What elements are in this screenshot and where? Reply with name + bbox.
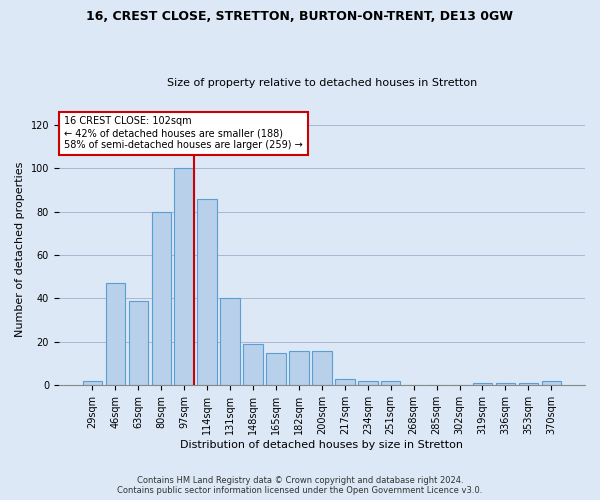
Bar — [542, 381, 561, 386]
Bar — [518, 383, 538, 386]
Bar — [152, 212, 171, 386]
Bar — [83, 381, 102, 386]
Bar — [197, 198, 217, 386]
Bar — [312, 350, 332, 386]
Bar — [244, 344, 263, 386]
Bar — [335, 379, 355, 386]
Y-axis label: Number of detached properties: Number of detached properties — [15, 162, 25, 337]
Bar — [381, 381, 400, 386]
Bar — [266, 353, 286, 386]
Bar — [220, 298, 240, 386]
Bar — [496, 383, 515, 386]
Title: Size of property relative to detached houses in Stretton: Size of property relative to detached ho… — [167, 78, 477, 88]
Bar — [289, 350, 308, 386]
Text: 16, CREST CLOSE, STRETTON, BURTON-ON-TRENT, DE13 0GW: 16, CREST CLOSE, STRETTON, BURTON-ON-TRE… — [86, 10, 514, 23]
Text: Contains HM Land Registry data © Crown copyright and database right 2024.
Contai: Contains HM Land Registry data © Crown c… — [118, 476, 482, 495]
Bar — [128, 300, 148, 386]
Bar — [473, 383, 492, 386]
Bar — [106, 283, 125, 386]
Bar — [358, 381, 377, 386]
Text: 16 CREST CLOSE: 102sqm
← 42% of detached houses are smaller (188)
58% of semi-de: 16 CREST CLOSE: 102sqm ← 42% of detached… — [64, 116, 303, 150]
Bar — [175, 168, 194, 386]
X-axis label: Distribution of detached houses by size in Stretton: Distribution of detached houses by size … — [181, 440, 463, 450]
